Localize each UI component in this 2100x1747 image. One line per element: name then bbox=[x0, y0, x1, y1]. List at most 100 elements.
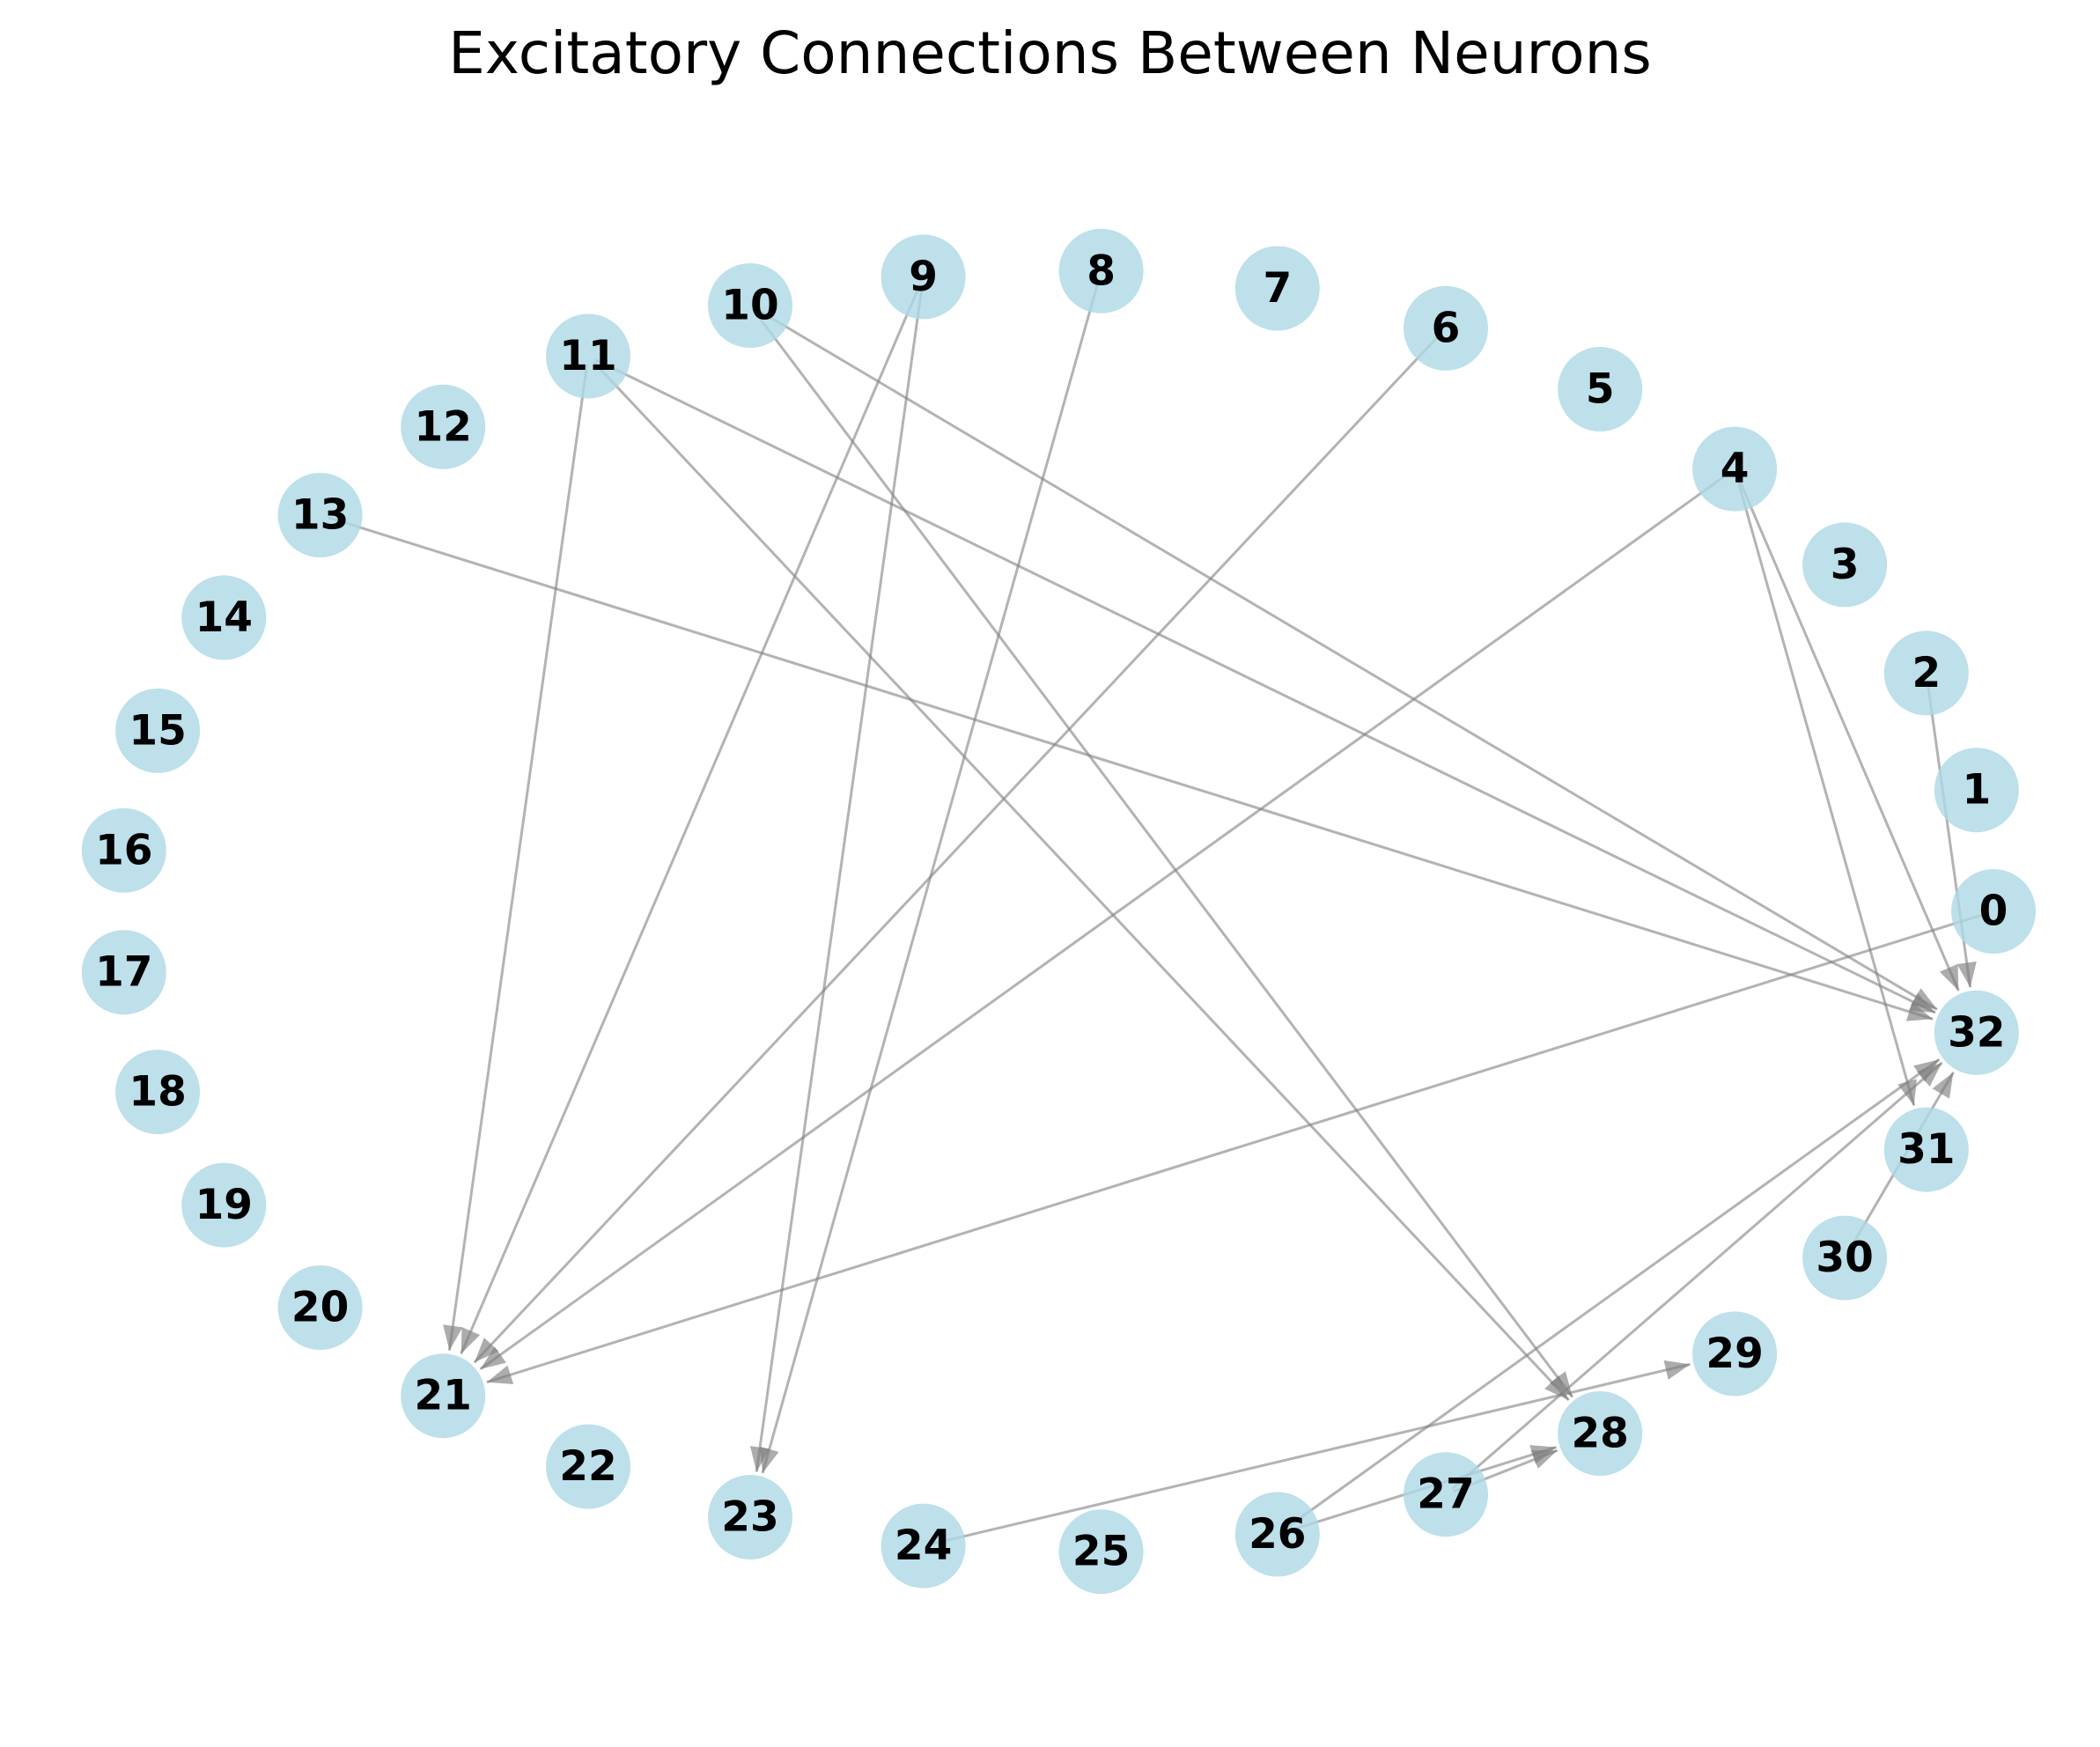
neuron-node-27: 27 bbox=[1404, 1452, 1488, 1537]
neuron-circle bbox=[401, 384, 486, 469]
neuron-label: 29 bbox=[1706, 1330, 1763, 1378]
neuron-node-20: 20 bbox=[277, 1265, 363, 1350]
neuron-node-4: 4 bbox=[1692, 426, 1778, 512]
neuron-circle bbox=[181, 575, 267, 660]
neuron-label: 4 bbox=[1721, 445, 1750, 493]
neuron-node-30: 30 bbox=[1802, 1215, 1888, 1301]
neuron-circle bbox=[1058, 228, 1144, 313]
edge-27-to-32 bbox=[1451, 1061, 1943, 1491]
neuron-node-7: 7 bbox=[1234, 246, 1320, 331]
neuron-label: 8 bbox=[1087, 247, 1116, 295]
neuron-label: 18 bbox=[129, 1068, 186, 1117]
neuron-node-1: 1 bbox=[1934, 748, 2019, 833]
neuron-label: 26 bbox=[1249, 1510, 1306, 1559]
edge-9-to-21 bbox=[460, 284, 922, 1354]
neuron-node-29: 29 bbox=[1692, 1311, 1778, 1397]
neuron-circle bbox=[1883, 630, 1969, 716]
neuron-circle bbox=[546, 313, 630, 399]
neuron-circle bbox=[1934, 748, 2019, 833]
neuron-label: 32 bbox=[1948, 1008, 2005, 1057]
edge-11-to-21 bbox=[443, 364, 589, 1351]
neuron-label: 10 bbox=[721, 282, 778, 330]
neuron-label: 20 bbox=[291, 1284, 349, 1332]
neuron-circle bbox=[1802, 1215, 1888, 1301]
neuron-node-21: 21 bbox=[401, 1353, 486, 1439]
neuron-node-12: 12 bbox=[401, 384, 486, 469]
neuron-circle bbox=[1058, 1509, 1144, 1595]
neuron-circle bbox=[277, 473, 363, 557]
neuron-label: 17 bbox=[95, 948, 152, 997]
neuron-circle bbox=[1234, 246, 1320, 331]
neuron-node-23: 23 bbox=[708, 1475, 792, 1559]
neuron-label: 9 bbox=[909, 253, 938, 301]
neuron-node-25: 25 bbox=[1058, 1509, 1144, 1595]
neuron-node-5: 5 bbox=[1558, 347, 1643, 431]
neuron-label: 7 bbox=[1263, 264, 1292, 313]
neuron-label: 12 bbox=[414, 402, 471, 451]
edges-layer bbox=[328, 278, 1986, 1545]
neuron-circle bbox=[1404, 1452, 1488, 1537]
neuron-node-10: 10 bbox=[708, 263, 792, 348]
neuron-circle bbox=[181, 1162, 267, 1248]
edge-11-to-32 bbox=[594, 358, 1936, 1014]
neuron-node-3: 3 bbox=[1802, 522, 1888, 608]
neuron-circle bbox=[1234, 1492, 1320, 1577]
neuron-circle bbox=[1934, 990, 2019, 1075]
edge-6-to-21 bbox=[473, 333, 1441, 1364]
neuron-node-16: 16 bbox=[81, 807, 166, 893]
neuron-label: 3 bbox=[1831, 541, 1860, 589]
neuron-label: 19 bbox=[195, 1181, 253, 1229]
neuron-label: 28 bbox=[1571, 1410, 1628, 1458]
neuron-circle bbox=[115, 1050, 201, 1135]
edge-10-to-32 bbox=[756, 308, 1938, 1011]
figure-title: Excitatory Connections Between Neurons bbox=[448, 19, 1652, 87]
neuron-label: 21 bbox=[414, 1372, 471, 1420]
neuron-circle bbox=[81, 807, 166, 893]
neuron-circle bbox=[1692, 426, 1778, 512]
neuron-label: 1 bbox=[1962, 766, 1991, 815]
neuron-node-0: 0 bbox=[1951, 869, 2036, 954]
neuron-circle bbox=[881, 234, 966, 320]
neuron-node-24: 24 bbox=[881, 1503, 966, 1589]
neuron-circle bbox=[277, 1265, 363, 1350]
neuron-label: 25 bbox=[1072, 1528, 1130, 1576]
edge-11-to-28 bbox=[593, 361, 1570, 1402]
edge-24-to-29 bbox=[931, 1360, 1691, 1545]
edge-13-to-32 bbox=[328, 516, 1934, 1021]
neuron-label: 5 bbox=[1586, 365, 1615, 414]
edge-10-to-28 bbox=[754, 311, 1574, 1398]
neuron-node-18: 18 bbox=[115, 1050, 201, 1135]
neuron-node-22: 22 bbox=[546, 1424, 630, 1509]
edge-8-to-23 bbox=[759, 278, 1101, 1474]
neuron-label: 22 bbox=[559, 1442, 616, 1491]
neuron-label: 16 bbox=[95, 826, 152, 874]
neuron-circle bbox=[401, 1353, 486, 1439]
neuron-circle bbox=[1692, 1311, 1778, 1397]
edge-4-to-32 bbox=[1736, 475, 1960, 991]
neuron-node-11: 11 bbox=[546, 313, 630, 399]
neuron-circle bbox=[1558, 1391, 1643, 1476]
neuron-label: 6 bbox=[1432, 304, 1461, 352]
neuron-circle bbox=[708, 1475, 792, 1559]
neuron-label: 11 bbox=[559, 332, 616, 380]
neuron-label: 23 bbox=[721, 1493, 778, 1542]
neuron-node-28: 28 bbox=[1558, 1391, 1643, 1476]
neuron-label: 0 bbox=[1979, 888, 2008, 936]
neuron-node-13: 13 bbox=[277, 473, 363, 557]
edge-0-to-21 bbox=[486, 912, 1986, 1385]
neuron-node-17: 17 bbox=[81, 930, 166, 1015]
neuron-node-32: 32 bbox=[1934, 990, 2019, 1075]
neuron-node-8: 8 bbox=[1058, 228, 1144, 313]
neuron-circle bbox=[1951, 869, 2036, 954]
neuron-node-6: 6 bbox=[1404, 285, 1488, 371]
neuron-node-2: 2 bbox=[1883, 630, 1969, 716]
edge-9-to-23 bbox=[749, 284, 924, 1472]
neuron-node-9: 9 bbox=[881, 234, 966, 320]
edge-26-to-32 bbox=[1283, 1058, 1941, 1531]
neuron-circle bbox=[81, 930, 166, 1015]
neuron-node-26: 26 bbox=[1234, 1492, 1320, 1577]
edge-4-to-21 bbox=[479, 472, 1729, 1371]
neuron-node-15: 15 bbox=[115, 688, 201, 773]
neuron-node-31: 31 bbox=[1883, 1107, 1969, 1192]
edge-4-to-31 bbox=[1735, 476, 1917, 1106]
